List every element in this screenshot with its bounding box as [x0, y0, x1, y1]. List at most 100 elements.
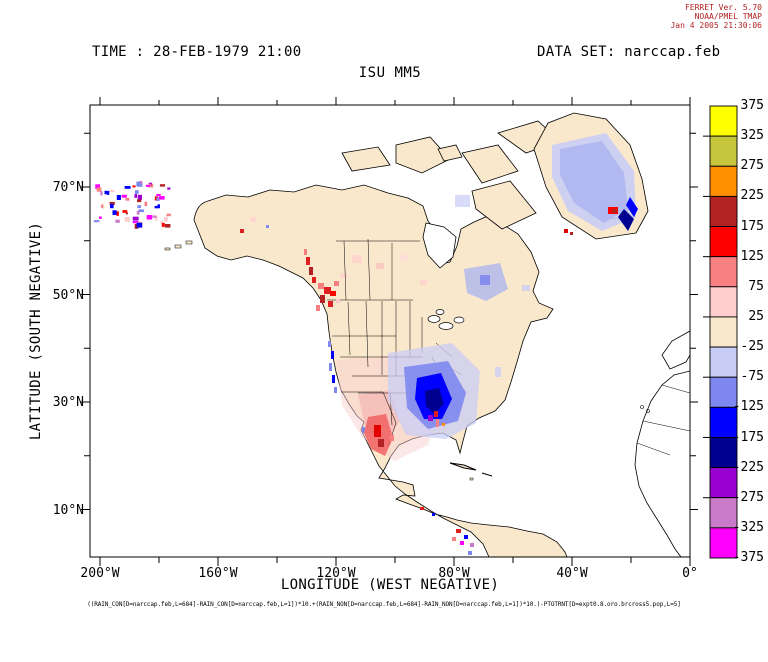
bering-sea-noise-cluster [93, 181, 171, 229]
noise-pixel [136, 210, 140, 215]
arctic-island [461, 144, 519, 184]
colorbar-tick-label: -225 [732, 459, 764, 475]
noise-pixel [95, 184, 100, 190]
northwest-red-anomaly [240, 225, 340, 311]
colorbar-tick-label: -75 [740, 369, 764, 385]
y-tick-label: 50°N [52, 288, 84, 303]
x-tick-label: 80°W [438, 566, 470, 581]
colorbar-tick-label: 375 [740, 98, 764, 113]
noise-pixel [115, 219, 120, 223]
noise-pixel [93, 220, 100, 223]
colorbar-tick-label: 225 [740, 188, 764, 204]
noise-pixel [116, 195, 121, 200]
x-tick-label: 160°W [198, 566, 238, 581]
x-tick-label: 200°W [80, 566, 120, 581]
noise-pixel [137, 199, 142, 203]
x-tick-label: 40°W [556, 566, 588, 581]
x-tick-label: 120°W [316, 566, 356, 581]
hudson-bay [422, 222, 457, 269]
colorbar-segment [709, 527, 738, 559]
state-province-borders [327, 238, 467, 448]
colorbar-segment [709, 165, 738, 197]
noise-pixel [108, 189, 115, 193]
noise-pixel [136, 181, 140, 186]
noise-pixel [139, 181, 143, 186]
axis-ticks [81, 97, 698, 566]
colorbar-segment [709, 346, 738, 378]
colorbar-tick-label: 125 [740, 248, 764, 264]
colorbar-segment [709, 497, 738, 529]
aleutian-island [185, 240, 193, 245]
stamp-date: Jan 4 2005 21:30:06 [670, 21, 762, 30]
great-lakes [427, 309, 465, 330]
southeast-us-blue-anomaly [388, 343, 480, 439]
noise-pixel [124, 186, 131, 189]
noise-pixel [156, 197, 160, 202]
noise-pixel [146, 215, 153, 220]
colorbar-segment [709, 376, 738, 408]
noise-pixel [136, 222, 143, 228]
noise-pixel [159, 196, 165, 200]
noise-pixel [110, 203, 114, 209]
ferret-version-stamp: FERRET Ver. 5.70 NOAA/PMEL TMAP Jan 4 20… [670, 3, 762, 30]
y-tick-label: 70°N [52, 180, 84, 195]
colorbar-tick-label: -175 [732, 429, 764, 445]
colorbar-segment [709, 286, 738, 318]
colorbar-segment [709, 437, 738, 469]
caribbean-islands [449, 462, 493, 481]
plot-frame [89, 104, 691, 558]
noise-pixel [164, 224, 171, 228]
colorbar-segment [709, 406, 738, 438]
noise-pixel [125, 197, 130, 201]
colorbar-tick-label: -275 [732, 489, 764, 505]
x-tick-label: 0° [682, 566, 698, 581]
noise-pixel [100, 191, 103, 196]
colorbar-segment [709, 316, 738, 348]
noise-pixel [132, 216, 139, 221]
quebec-blue-anomaly [464, 263, 530, 377]
noise-pixel [125, 212, 128, 215]
aleutian-island [164, 247, 171, 251]
noise-pixel [160, 221, 164, 224]
arctic-island [395, 136, 451, 174]
noise-pixel [154, 215, 158, 221]
y-tick-label: 10°N [52, 503, 84, 518]
noise-pixel [132, 221, 139, 224]
plot-title: ISU MM5 [358, 65, 422, 81]
ferret-expression: ((RAIN_CON[D=narccap.feb,L=684]-RAIN_CON… [87, 601, 681, 608]
noise-pixel [99, 216, 102, 219]
noise-pixel [121, 194, 127, 198]
stamp-org: NOAA/PMEL TMAP [694, 12, 762, 21]
noise-pixel [156, 194, 161, 197]
arctic-island [341, 146, 391, 172]
noise-pixel [96, 187, 102, 192]
noise-pixel [166, 213, 171, 217]
noise-pixel [137, 205, 142, 209]
aleutian-island [174, 244, 182, 249]
noise-pixel [137, 194, 142, 200]
noise-pixel [159, 184, 166, 187]
noise-pixel [109, 201, 115, 205]
colorbar-tick-label: 175 [740, 218, 764, 234]
y-tick-label: 30°N [52, 395, 84, 410]
noise-pixel [104, 190, 108, 195]
africa-iberia-outline [634, 330, 690, 557]
noise-pixel [154, 196, 158, 201]
noise-pixel [167, 187, 171, 190]
colorbar-tick-label: 325 [740, 128, 764, 144]
noise-pixel [138, 209, 144, 213]
y-axis-label: LATITUDE (SOUTH NEGATIVE) [28, 221, 44, 441]
noise-pixel [161, 222, 165, 227]
colorbar-labels: 375 325 275 225 175 125 75 25 -25 -75 -125 -175 -225… [726, 98, 764, 565]
noise-pixel [145, 184, 151, 187]
noise-pixel [134, 194, 138, 198]
california-coast-blue-specks [328, 341, 365, 433]
colorbar [703, 105, 738, 559]
colorbar-tick-label: -325 [732, 519, 764, 535]
colorbar-tick-label: -375 [732, 550, 764, 565]
greenland-blue-anomaly [455, 133, 638, 235]
colorbar-tick-label: -25 [740, 339, 764, 355]
dataset-label: DATA SET: narccap.feb [537, 44, 721, 60]
map-canvas [81, 97, 698, 566]
